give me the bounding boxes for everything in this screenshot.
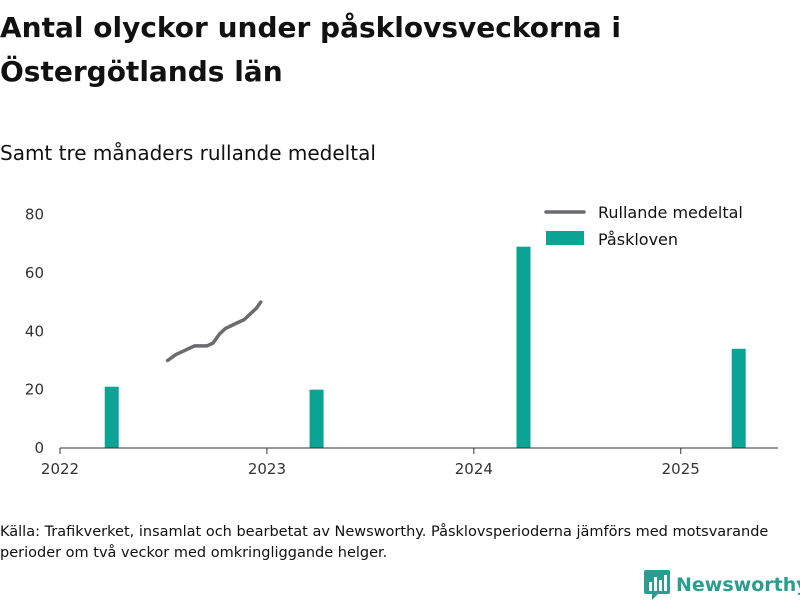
logo-text: Newsworthy: [676, 574, 800, 596]
chart-title: Antal olyckor under påsklovsveckorna i Ö…: [0, 11, 621, 88]
bar-paskloven: [104, 386, 119, 448]
y-tick-label: 80: [25, 206, 44, 224]
y-tick-label: 60: [25, 264, 44, 282]
legend-label-paskloven: Påskloven: [598, 230, 678, 249]
x-tick-label: 2022: [41, 460, 79, 478]
legend-bar-swatch: [546, 231, 584, 245]
y-tick-label: 20: [25, 381, 44, 399]
x-tick-label: 2025: [662, 460, 700, 478]
source-note: Källa: Trafikverket, insamlat och bearbe…: [0, 524, 769, 561]
bar-paskloven: [731, 348, 746, 448]
bar-paskloven: [516, 246, 531, 448]
chart-subtitle: Samt tre månaders rullande medeltal: [0, 141, 376, 165]
bar-paskloven: [309, 389, 324, 448]
chart: 0 20 40 60 80 2022 2023 2024 2025 Rullande medelt…: [25, 203, 778, 478]
y-tick-label: 40: [25, 322, 44, 340]
newsworthy-logo: Newsworthy: [644, 570, 800, 600]
x-tick-label: 2024: [455, 460, 493, 478]
y-tick-label: 0: [34, 439, 44, 457]
x-tick-label: 2023: [248, 460, 286, 478]
legend-label-rullande-medeltal: Rullande medeltal: [598, 203, 743, 222]
rolling-average-line: [165, 300, 263, 363]
bar-chart-logo-icon: [644, 570, 670, 600]
